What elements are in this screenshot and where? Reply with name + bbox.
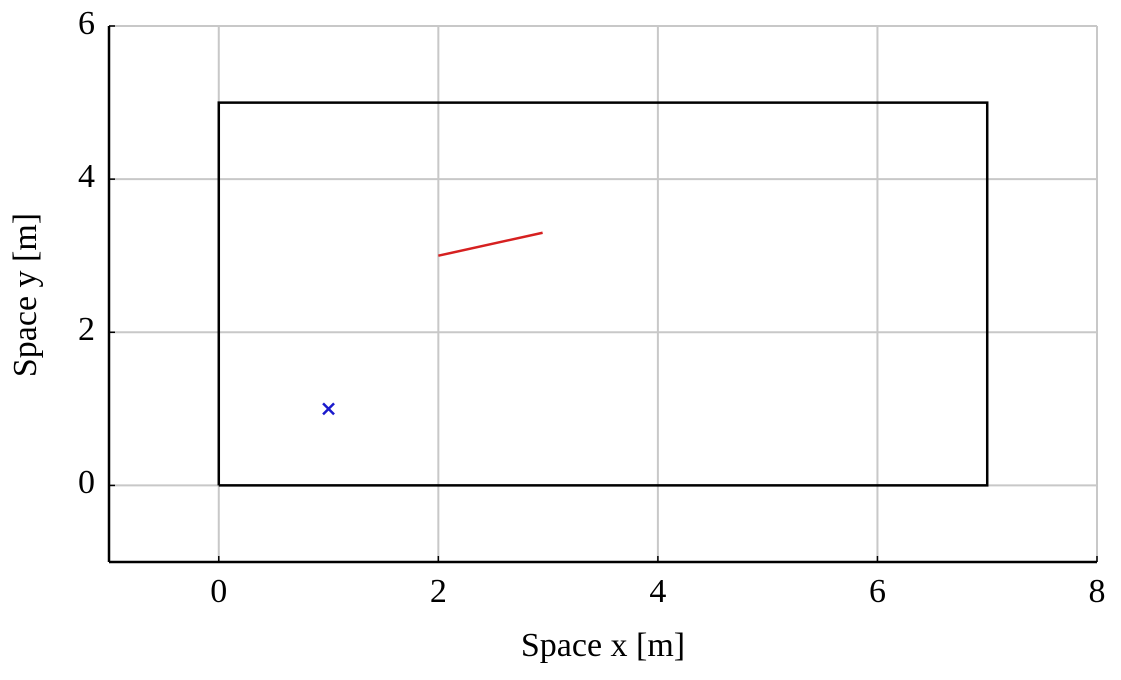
y-tick-label: 2 [78, 311, 95, 348]
x-tick-label: 8 [1089, 573, 1106, 610]
x-tick-label: 6 [869, 573, 886, 610]
x-tick-label: 0 [210, 573, 227, 610]
cross-marker [322, 402, 335, 416]
y-axis-label: Space y [m] [7, 213, 44, 377]
line-series [217, 101, 989, 487]
x-axis-label: Space x [m] [521, 627, 685, 664]
y-tick-label: 0 [78, 464, 95, 501]
y-tick-label: 4 [78, 158, 95, 195]
y-tick-label: 6 [78, 5, 95, 42]
x-tick-label: 2 [430, 573, 447, 610]
x-tick-label: 4 [649, 573, 666, 610]
line-series [438, 231, 543, 257]
